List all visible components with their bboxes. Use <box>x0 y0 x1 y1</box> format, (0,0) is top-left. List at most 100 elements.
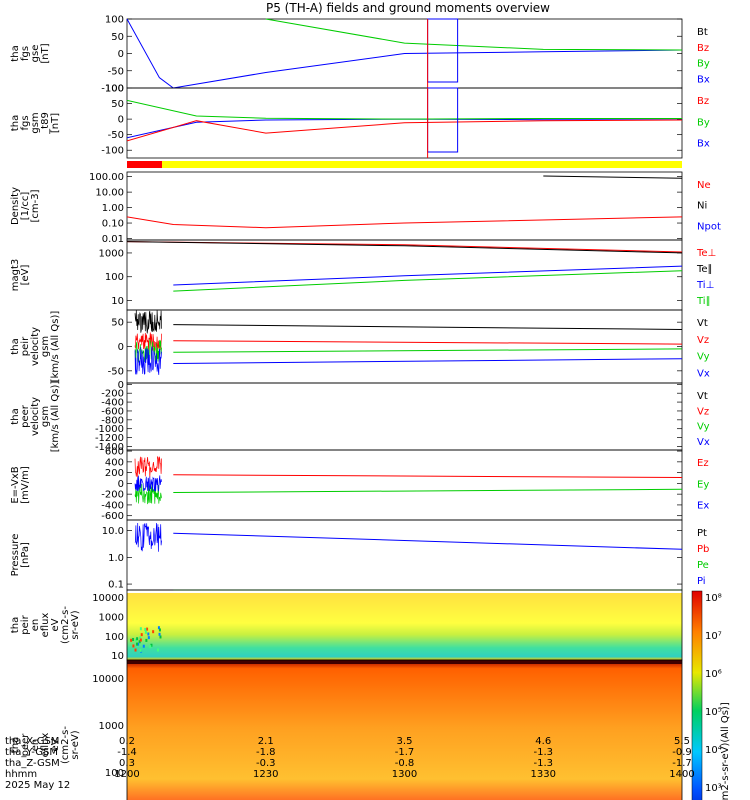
legend-Ez: Ez <box>697 458 709 469</box>
legend-Vz: Vz <box>697 335 709 346</box>
spectro-cell <box>152 630 154 633</box>
ytick-label: 1.0 <box>108 553 124 564</box>
ytick-label: 10000 <box>92 674 124 685</box>
series-fgs_gsm-By <box>127 100 682 119</box>
burst-efield <box>135 457 162 478</box>
xrow-value: -0.9 <box>672 747 692 758</box>
legend-By: By <box>697 117 710 128</box>
ion-spectrogram <box>127 593 682 660</box>
xrow-value: 5.5 <box>674 736 690 747</box>
legend-Ne: Ne <box>697 180 711 191</box>
spectro-cell <box>159 633 161 636</box>
series-peir_vel-Vy <box>173 349 682 352</box>
ytick-label: 50 <box>111 99 124 110</box>
panel-density: Density [1/cc] [cm-3]100.0010.001.000.100.… <box>10 172 721 245</box>
legend-Pe: Pe <box>697 560 709 571</box>
spectro-cell <box>146 628 148 631</box>
ytick-label: 0.01 <box>102 234 124 245</box>
xrow-value: 1300 <box>392 769 417 780</box>
xrow-label: tha_X-GSM <box>5 736 59 747</box>
spectro-top-band <box>127 660 682 664</box>
series-temp-Ti⊥ <box>173 266 682 285</box>
spectro-cell <box>159 635 161 638</box>
ytick-label: 10 <box>111 296 124 307</box>
spectro-cell <box>148 636 150 639</box>
spectro-cell <box>136 637 138 640</box>
legend-Pt: Pt <box>697 528 707 539</box>
panel-frame <box>127 383 682 450</box>
series-peir_vel-Vx <box>173 359 682 364</box>
ytick-label: -50 <box>108 366 124 377</box>
legend-Vx: Vx <box>697 437 710 448</box>
ytick-label: 50 <box>111 32 124 43</box>
series-fgs_gsm-Bx <box>127 119 682 138</box>
b-spike <box>428 88 458 152</box>
legend-Bz: Bz <box>697 43 709 54</box>
ytick-label: 10000 <box>92 593 124 604</box>
xrow-value: -1.7 <box>395 747 415 758</box>
legend-Vx: Vx <box>697 368 710 379</box>
xrow-value: 4.6 <box>535 736 551 747</box>
panel-peir-spectrogram: tha peir en eflux eV (cm2-s-sr-eV)10000100010… <box>10 590 682 662</box>
legend-Te∥: Te∥ <box>696 264 713 275</box>
ytick-label: 0 <box>118 342 124 353</box>
spectro-cell <box>159 628 161 631</box>
colorbar-label: [eV/(cm2-s-sr-eV)(All Qs)] <box>720 702 731 800</box>
legend-Te⊥: Te⊥ <box>696 248 716 259</box>
xrow-label: hhmm <box>5 769 37 780</box>
series-fgs_gse-Bx <box>127 19 682 88</box>
spectro-cell <box>140 649 142 652</box>
xrow-label: tha_Y-GSM <box>5 747 58 758</box>
xrow-value: -1.8 <box>256 747 276 758</box>
xrow-value: 2.1 <box>258 736 274 747</box>
ytick-label: 0 <box>118 479 124 490</box>
panel-fgs-gsm: tha fgs gsm _t89 [nT]100500-50-100BzByBx <box>10 84 710 159</box>
ytick-label: 100 <box>105 632 124 643</box>
panel-frame <box>127 310 682 383</box>
spectro-cell <box>149 645 151 648</box>
spectro-cell <box>157 648 159 651</box>
ytick-label: 100.00 <box>89 172 124 183</box>
xrow-label: tha_Z-GSM <box>5 758 60 769</box>
panel-pressure: Pressure [nPa] 10.0 1.0 0.1 Pt Pb Pe Pi <box>10 520 709 591</box>
xrow-value: -1.7 <box>672 758 692 769</box>
ytick-label: 100 <box>105 15 124 26</box>
series-temp-Te∥ <box>127 242 682 253</box>
ytick-label: 50 <box>111 318 124 329</box>
legend-Bx: Bx <box>697 139 710 150</box>
ytick-label: 0.10 <box>102 219 124 230</box>
xrow-value: -1.3 <box>533 747 553 758</box>
legend-Vy: Vy <box>697 422 710 433</box>
colorbar-tick: 10⁸ <box>705 593 722 604</box>
spectro-cell <box>132 638 134 641</box>
series-fgs_gse-By <box>266 19 682 50</box>
xrow-value: -1.3 <box>533 758 553 769</box>
ytick-label: -400 <box>101 500 124 511</box>
ylabel-line: [cm-3] <box>30 189 41 222</box>
panel-temperature: magt3 [eV]100010010Te⊥Te∥Ti⊥Ti∥ <box>10 240 716 310</box>
b-spike <box>428 19 458 82</box>
legend-Bt: Bt <box>697 27 708 38</box>
ytick-label: -600 <box>101 511 124 522</box>
spectro-cell <box>140 639 142 642</box>
ytick-label: 100 <box>105 272 124 283</box>
ytick-label: -200 <box>101 490 124 501</box>
ytick-label: 0 <box>118 49 124 60</box>
colorbar-tick: 10⁶ <box>705 669 722 680</box>
colorbar-tick: 10⁷ <box>705 631 722 642</box>
xrow-value: 1200 <box>114 769 139 780</box>
ytick-label: 0 <box>118 115 124 126</box>
ytick-label: 1000 <box>99 248 124 259</box>
spectro-cell <box>132 644 134 647</box>
ytick-label: 400 <box>105 457 124 468</box>
series-pressure-Pi <box>173 533 682 549</box>
panel-fgs-gse: tha fgs gse [nT]100500-50-100BtBzByBx <box>10 15 710 95</box>
ytick-label: 100 <box>105 84 124 95</box>
ylabel-line: sr-eV) <box>70 730 81 759</box>
ylabel-line: [nT] <box>40 43 51 63</box>
spectro-cell <box>136 643 138 646</box>
xrow-value: 3.5 <box>397 736 413 747</box>
mode-bar-fast <box>127 161 162 168</box>
plot-title: P5 (TH-A) fields and ground moments over… <box>266 1 550 15</box>
spectro-cell <box>140 627 142 630</box>
